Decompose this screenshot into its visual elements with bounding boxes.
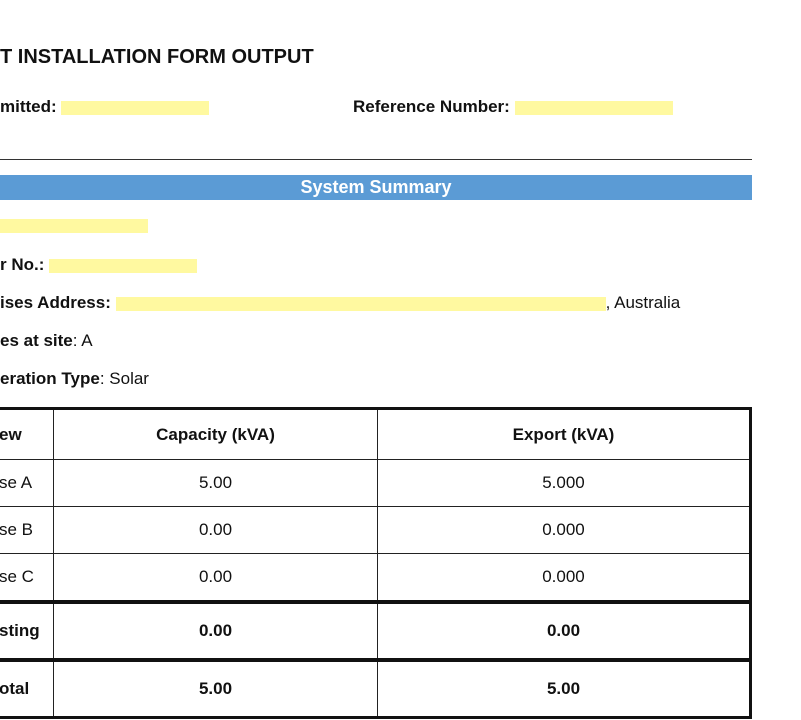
field-phases: es at site: A: [0, 331, 93, 350]
divider: [0, 159, 752, 160]
field-nmi: [0, 215, 148, 235]
redacted-value: [49, 258, 198, 273]
field-meter-number: r No.:: [0, 255, 198, 275]
redacted-reference: [514, 100, 673, 115]
field-premises-address: ises Address: , Australia: [0, 293, 681, 312]
redacted-value: [115, 296, 606, 311]
table-row: se C 0.00 0.000: [0, 553, 752, 603]
redacted-date: [61, 100, 210, 115]
field-generation-type: eration Type: Solar: [0, 369, 149, 388]
submitted-field: mitted:: [0, 97, 210, 117]
table-row: se B 0.00 0.000: [0, 506, 752, 554]
redacted-value: [0, 218, 148, 233]
capacity-table: ew Capacity (kVA) Export (kVA) se A 5.00 5…: [0, 407, 752, 719]
reference-number-field: Reference Number:: [353, 97, 673, 117]
section-header: System Summary: [0, 175, 752, 200]
table-header: ew Capacity (kVA) Export (kVA): [0, 407, 752, 460]
page-title: T INSTALLATION FORM OUTPUT: [0, 46, 314, 68]
table-row-total: otal 5.00 5.00: [0, 658, 752, 719]
table-row: se A 5.00 5.000: [0, 459, 752, 507]
table-row-existing: sting 0.00 0.00: [0, 600, 752, 661]
